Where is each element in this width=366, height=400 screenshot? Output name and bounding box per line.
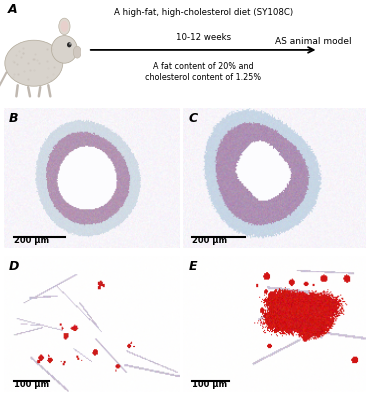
- Text: D: D: [9, 260, 19, 273]
- Circle shape: [70, 43, 71, 45]
- Text: B: B: [9, 112, 18, 125]
- Ellipse shape: [59, 18, 70, 35]
- Text: A: A: [7, 3, 17, 16]
- Ellipse shape: [61, 21, 68, 32]
- Text: E: E: [188, 260, 197, 273]
- Text: AS animal model: AS animal model: [275, 37, 351, 46]
- Ellipse shape: [73, 46, 81, 58]
- Text: A high-fat, high-cholesterol diet (SY108C): A high-fat, high-cholesterol diet (SY108…: [113, 8, 293, 17]
- Text: 100 μm: 100 μm: [192, 380, 227, 389]
- Text: 200 μm: 200 μm: [14, 236, 49, 245]
- Text: 10-12 weeks: 10-12 weeks: [176, 33, 231, 42]
- Ellipse shape: [52, 36, 77, 63]
- Text: 200 μm: 200 μm: [192, 236, 227, 245]
- Text: A fat content of 20% and
cholesterol content of 1.25%: A fat content of 20% and cholesterol con…: [145, 62, 261, 82]
- Text: C: C: [188, 112, 198, 125]
- Circle shape: [67, 42, 71, 47]
- Text: 100 μm: 100 μm: [14, 380, 49, 389]
- Ellipse shape: [5, 40, 63, 86]
